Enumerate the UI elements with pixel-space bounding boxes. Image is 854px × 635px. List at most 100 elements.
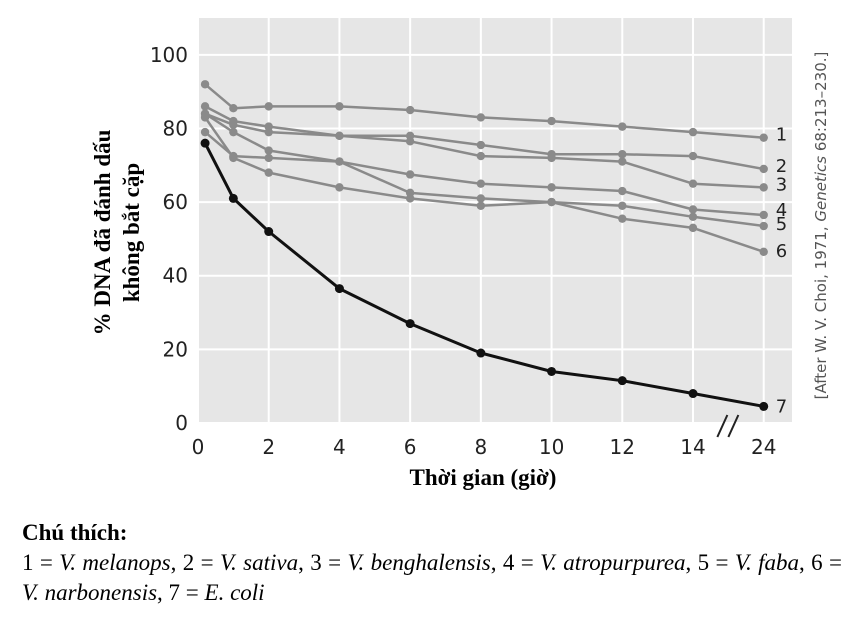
data-point-6-1 (229, 153, 238, 163)
data-point-7-7 (617, 376, 627, 386)
series-line-4 (204, 131, 764, 217)
data-point-3-5 (476, 151, 486, 161)
y-axis-title-text: % DNA đã đánh dấu không bắt cặp (90, 129, 144, 335)
data-point-4-2 (264, 153, 273, 163)
data-point-1-6 (547, 116, 556, 126)
caption-item-name-3: V. benghalensis (347, 550, 491, 575)
data-point-3-8 (688, 179, 698, 188)
caption-item-num-5: 5 = (697, 550, 735, 575)
caption-item-name-4: V. atropurpurea (540, 550, 686, 575)
data-point-1-0 (200, 80, 210, 89)
data-point-5-8 (688, 212, 698, 222)
data-point-4-9 (759, 210, 768, 220)
series-label-1: 1 (776, 125, 787, 146)
x-tick-label-10: 10 (539, 435, 564, 459)
y-tick-label-100: 100 (150, 43, 188, 67)
caption-item-num-4: 4 = (502, 550, 541, 575)
caption: Chú thích: 1 = V. melanops, 2 = V. sativ… (22, 518, 842, 608)
data-point-1-5 (476, 113, 486, 122)
caption-item-name-7: E. coli (204, 580, 265, 605)
x-axis-title: Thời gian (giờ) (410, 465, 557, 490)
data-point-2-7 (618, 150, 627, 159)
data-point-5-9 (759, 221, 768, 231)
data-point-6-0 (200, 113, 210, 122)
y-axis-title-line-2: không bắt cặp (119, 163, 144, 302)
data-point-7-2 (264, 227, 274, 237)
data-point-1-3 (335, 102, 344, 111)
series-line-1 (204, 83, 764, 139)
series-line-6 (204, 116, 765, 253)
data-point-7-1 (228, 193, 238, 203)
data-point-6-3 (335, 183, 344, 192)
data-point-7-8 (688, 389, 698, 399)
caption-item-num-1: 1 = (22, 550, 60, 575)
data-point-2-8 (688, 151, 698, 161)
series-label-3: 3 (776, 174, 787, 195)
data-point-3-1 (229, 120, 238, 129)
data-point-1-8 (688, 127, 698, 137)
y-axis-title-line-1: % DNA đã đánh dấu (90, 129, 115, 335)
source-credit: [After W. V. Choi, 1971, Genetics 68:213… (812, 52, 830, 400)
caption-item-name-5: V. faba (734, 550, 799, 575)
series-4: 4 (200, 127, 787, 221)
caption-item-num-7: 7 = (168, 580, 205, 605)
data-point-4-6 (547, 183, 556, 192)
caption-item-num-3: 3 = (310, 550, 348, 575)
credit-suffix: 68:213–230.] (812, 52, 830, 156)
data-point-4-0 (200, 127, 210, 137)
caption-body: 1 = V. melanops, 2 = V. sativa, 3 = V. b… (22, 550, 842, 605)
data-point-2-9 (759, 164, 768, 174)
credit-prefix: [After W. V. Choi, 1971, (812, 222, 830, 400)
y-tick-label-0: 0 (175, 411, 188, 435)
data-point-1-7 (618, 122, 627, 131)
x-tick-label-2: 2 (262, 435, 275, 459)
data-point-7-3 (334, 284, 344, 294)
series-3: 3 (200, 109, 787, 195)
series-5: 5 (200, 109, 787, 235)
x-tick-label-8: 8 (474, 435, 487, 459)
data-point-3-9 (759, 183, 768, 192)
data-point-5-2 (264, 146, 273, 155)
x-tick-label-4: 4 (333, 435, 346, 459)
series-label-5: 5 (776, 214, 787, 235)
caption-item-num-2: 2 = (182, 550, 220, 575)
plot-background (198, 18, 792, 423)
data-point-6-5 (476, 201, 486, 210)
series-line-7 (203, 142, 764, 408)
data-point-5-5 (476, 194, 486, 203)
data-point-7-5 (476, 348, 486, 358)
caption-heading: Chú thích: (22, 520, 128, 545)
x-tick-label-6: 6 (404, 435, 417, 459)
x-tick-label-24: 24 (751, 435, 776, 459)
data-point-3-7 (618, 157, 627, 166)
data-point-2-5 (476, 140, 486, 150)
data-point-6-8 (688, 223, 698, 233)
series-7: 7 (200, 138, 787, 417)
series-label-2: 2 (776, 156, 787, 177)
series-line-2 (204, 105, 764, 171)
data-point-4-5 (476, 179, 486, 188)
data-point-6-9 (759, 247, 768, 256)
data-point-4-8 (688, 205, 698, 214)
y-tick-label-20: 20 (163, 337, 188, 361)
y-axis-title: % DNA đã đánh dấu không bắt cặp (90, 129, 144, 335)
credit-journal: Genetics (812, 156, 830, 222)
data-point-4-7 (618, 186, 627, 196)
data-point-6-4 (405, 194, 415, 203)
data-point-4-4 (405, 170, 415, 179)
series-label-4: 4 (776, 200, 787, 221)
data-point-3-4 (405, 137, 415, 146)
data-point-1-1 (229, 104, 238, 113)
series-line-3 (204, 112, 764, 189)
data-point-2-0 (200, 102, 210, 111)
data-point-1-9 (759, 133, 768, 142)
axis-break-stroke-1 (716, 414, 729, 438)
x-tick-label-0: 0 (192, 435, 205, 459)
data-point-3-2 (264, 127, 273, 137)
data-point-6-7 (618, 214, 627, 223)
series-6: 6 (200, 113, 787, 262)
y-tick-label-80: 80 (163, 116, 188, 140)
